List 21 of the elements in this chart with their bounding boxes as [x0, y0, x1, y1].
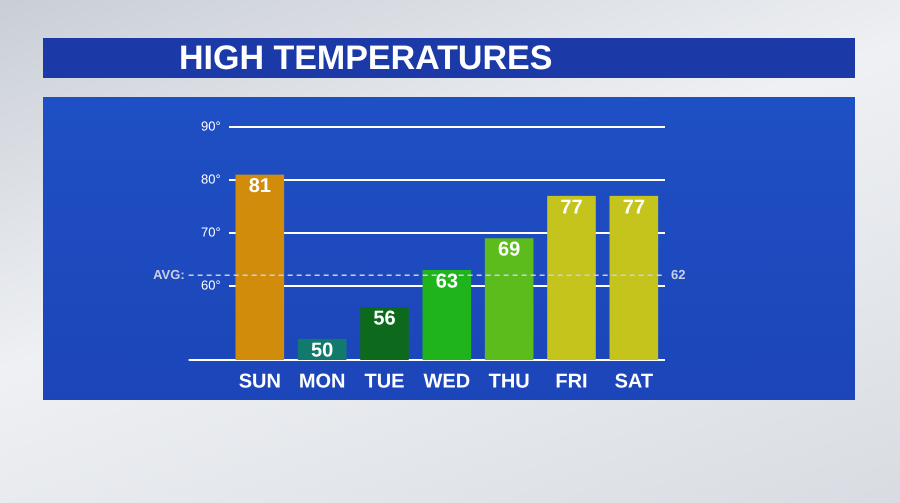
data-label: 56: [373, 308, 396, 330]
ref-line-label: AVG:: [153, 266, 185, 282]
x-tick-label: SAT: [614, 370, 654, 393]
x-tick-label: MON: [298, 370, 346, 393]
y-tick-label: 90°: [200, 118, 221, 134]
text: 62: [671, 266, 686, 282]
y-tick-label: 80°: [200, 172, 221, 187]
chart-title: HIGH TEMPERATURES: [43, 38, 855, 78]
x-tick-label: WED: [423, 370, 470, 393]
y-tick-label: 70°: [200, 224, 221, 240]
data-label: 69: [498, 238, 520, 261]
data-label: 50: [311, 339, 334, 362]
data-label: 63: [436, 270, 458, 292]
data-label: 81: [248, 175, 271, 198]
data-label: 77: [560, 196, 583, 218]
x-tick-label: THU: [488, 370, 530, 393]
x-tick-label: TUE: [364, 370, 404, 393]
y-tick-label: 60°: [200, 277, 221, 292]
x-tick-label: FRI: [555, 370, 588, 393]
x-tick-label: SUN: [238, 370, 281, 393]
data-label: 77: [622, 196, 645, 218]
